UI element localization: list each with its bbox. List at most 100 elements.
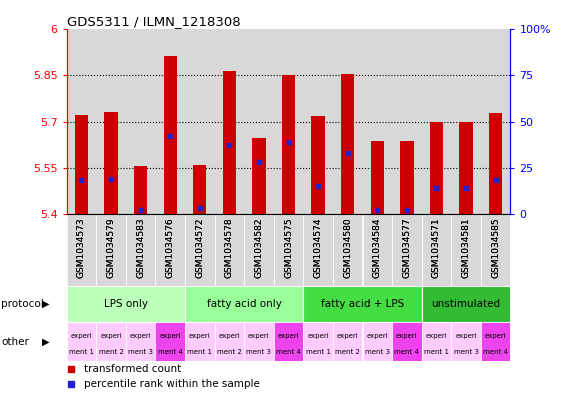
Text: GSM1034579: GSM1034579 — [107, 217, 115, 278]
Bar — [400, 141, 414, 213]
Text: GSM1034580: GSM1034580 — [343, 217, 352, 278]
Bar — [274, 29, 303, 213]
Text: GSM1034572: GSM1034572 — [195, 217, 204, 278]
Text: GSM1034583: GSM1034583 — [136, 217, 145, 278]
Text: experi: experi — [100, 333, 122, 339]
Text: ment 2: ment 2 — [335, 349, 360, 354]
Text: GSM1034577: GSM1034577 — [403, 217, 411, 278]
Bar — [481, 213, 510, 286]
Bar — [185, 322, 215, 362]
Text: GSM1034578: GSM1034578 — [225, 217, 234, 278]
Bar — [134, 166, 147, 213]
Bar — [104, 112, 118, 213]
Bar — [274, 322, 303, 362]
Text: GSM1034574: GSM1034574 — [314, 217, 322, 278]
Text: ment 2: ment 2 — [99, 349, 124, 354]
Text: experi: experi — [71, 333, 92, 339]
Bar — [311, 116, 325, 213]
Bar — [215, 29, 244, 213]
Bar — [67, 213, 96, 286]
Text: GDS5311 / ILMN_1218308: GDS5311 / ILMN_1218308 — [67, 15, 240, 28]
Text: GSM1034580: GSM1034580 — [343, 217, 352, 278]
Text: GSM1034571: GSM1034571 — [432, 217, 441, 278]
Bar — [185, 213, 215, 286]
Bar — [422, 29, 451, 213]
Text: experi: experi — [455, 333, 477, 339]
Bar — [75, 116, 88, 213]
Bar — [155, 29, 185, 213]
Text: ▶: ▶ — [42, 337, 49, 347]
Bar — [459, 121, 473, 213]
Text: protocol: protocol — [1, 299, 44, 309]
Text: ment 3: ment 3 — [454, 349, 478, 354]
Bar — [303, 213, 333, 286]
Text: ment 1: ment 1 — [187, 349, 212, 354]
Text: GSM1034571: GSM1034571 — [432, 217, 441, 278]
Text: GSM1034574: GSM1034574 — [314, 217, 322, 278]
Bar — [362, 213, 392, 286]
Bar — [244, 213, 274, 286]
Text: unstimulated: unstimulated — [432, 299, 501, 309]
Text: experi: experi — [485, 333, 506, 339]
Text: experi: experi — [307, 333, 329, 339]
Text: experi: experi — [160, 333, 181, 339]
Text: experi: experi — [367, 333, 388, 339]
Bar — [96, 29, 126, 213]
Bar — [155, 322, 185, 362]
Bar — [341, 74, 354, 213]
Text: ment 1: ment 1 — [424, 349, 449, 354]
Bar — [155, 213, 185, 286]
Text: ment 3: ment 3 — [246, 349, 271, 354]
Bar — [481, 322, 510, 362]
Text: fatty acid only: fatty acid only — [206, 299, 282, 309]
Text: ment 4: ment 4 — [276, 349, 301, 354]
Text: GSM1034581: GSM1034581 — [462, 217, 470, 278]
Bar — [274, 213, 303, 286]
Text: ment 4: ment 4 — [158, 349, 183, 354]
Bar — [481, 29, 510, 213]
Text: GSM1034575: GSM1034575 — [284, 217, 293, 278]
Bar — [362, 29, 392, 213]
Text: experi: experi — [248, 333, 270, 339]
Text: GSM1034584: GSM1034584 — [373, 217, 382, 278]
Bar — [244, 29, 274, 213]
Bar — [392, 29, 422, 213]
Text: GSM1034582: GSM1034582 — [255, 217, 263, 278]
Text: GSM1034575: GSM1034575 — [284, 217, 293, 278]
Bar — [126, 213, 155, 286]
Text: fatty acid + LPS: fatty acid + LPS — [321, 299, 404, 309]
Text: GSM1034572: GSM1034572 — [195, 217, 204, 278]
Bar — [164, 55, 177, 213]
Bar — [282, 75, 295, 213]
Text: ment 1: ment 1 — [69, 349, 94, 354]
Bar — [215, 213, 244, 286]
Bar — [96, 213, 126, 286]
Text: GSM1034573: GSM1034573 — [77, 217, 86, 278]
Text: GSM1034578: GSM1034578 — [225, 217, 234, 278]
Text: GSM1034579: GSM1034579 — [107, 217, 115, 278]
Text: ment 3: ment 3 — [128, 349, 153, 354]
Bar — [223, 71, 236, 213]
Text: ment 3: ment 3 — [365, 349, 390, 354]
Text: GSM1034585: GSM1034585 — [491, 217, 500, 278]
Text: percentile rank within the sample: percentile rank within the sample — [85, 378, 260, 389]
Text: GSM1034584: GSM1034584 — [373, 217, 382, 278]
Bar — [489, 113, 502, 213]
Text: transformed count: transformed count — [85, 364, 182, 374]
Text: experi: experi — [189, 333, 211, 339]
Text: GSM1034576: GSM1034576 — [166, 217, 175, 278]
Bar — [451, 29, 481, 213]
Bar — [185, 286, 303, 322]
Bar — [422, 322, 451, 362]
Bar — [333, 29, 362, 213]
Text: GSM1034585: GSM1034585 — [491, 217, 500, 278]
Text: other: other — [1, 337, 29, 347]
Bar — [362, 322, 392, 362]
Bar — [422, 286, 510, 322]
Text: ▶: ▶ — [42, 299, 49, 309]
Text: experi: experi — [337, 333, 358, 339]
Bar — [303, 286, 422, 322]
Bar — [422, 213, 451, 286]
Bar — [303, 322, 333, 362]
Text: experi: experi — [219, 333, 240, 339]
